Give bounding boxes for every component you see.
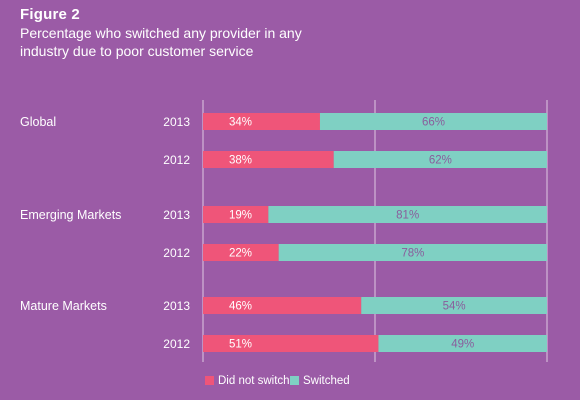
bar-switched	[278, 244, 547, 261]
legend-swatch	[290, 376, 299, 385]
data-label-switched: 54%	[443, 301, 466, 313]
legend-label: Switched	[303, 375, 350, 387]
group-label: Emerging Markets	[20, 208, 121, 222]
data-label-switched: 78%	[401, 248, 424, 260]
data-label-did-not-switch: 34%	[229, 117, 252, 129]
year-label: 2012	[163, 153, 190, 167]
bar-did-not-switch	[203, 244, 279, 261]
bar-switched	[333, 151, 547, 168]
bar-switched	[268, 206, 547, 223]
group-label: Mature Markets	[20, 299, 107, 313]
bar-switched	[378, 335, 547, 352]
data-label-did-not-switch: 22%	[229, 248, 252, 260]
bar-did-not-switch	[203, 335, 379, 352]
bar-did-not-switch	[203, 206, 269, 223]
data-label-did-not-switch: 46%	[229, 301, 252, 313]
data-label-switched: 81%	[396, 210, 419, 222]
bar-switched	[319, 113, 547, 130]
data-label-switched: 49%	[451, 339, 474, 351]
figure-label: Figure 2	[20, 6, 80, 23]
data-label-switched: 66%	[422, 117, 445, 129]
year-label: 2013	[163, 208, 190, 222]
bar-switched	[361, 297, 547, 314]
data-label-did-not-switch: 38%	[229, 155, 252, 167]
bar-did-not-switch	[203, 151, 334, 168]
legend-label: Did not switch	[218, 375, 290, 387]
year-label: 2012	[163, 246, 190, 260]
data-label-did-not-switch: 51%	[229, 339, 252, 351]
bar-did-not-switch	[203, 297, 362, 314]
data-label-did-not-switch: 19%	[229, 210, 252, 222]
legend-swatch	[205, 376, 214, 385]
year-label: 2012	[163, 337, 190, 351]
data-label-switched: 62%	[429, 155, 452, 167]
year-label: 2013	[163, 115, 190, 129]
group-label: Global	[20, 115, 56, 129]
chart-title: Percentage who switched any provider in …	[20, 25, 302, 59]
year-label: 2013	[163, 299, 190, 313]
bar-did-not-switch	[203, 113, 320, 130]
